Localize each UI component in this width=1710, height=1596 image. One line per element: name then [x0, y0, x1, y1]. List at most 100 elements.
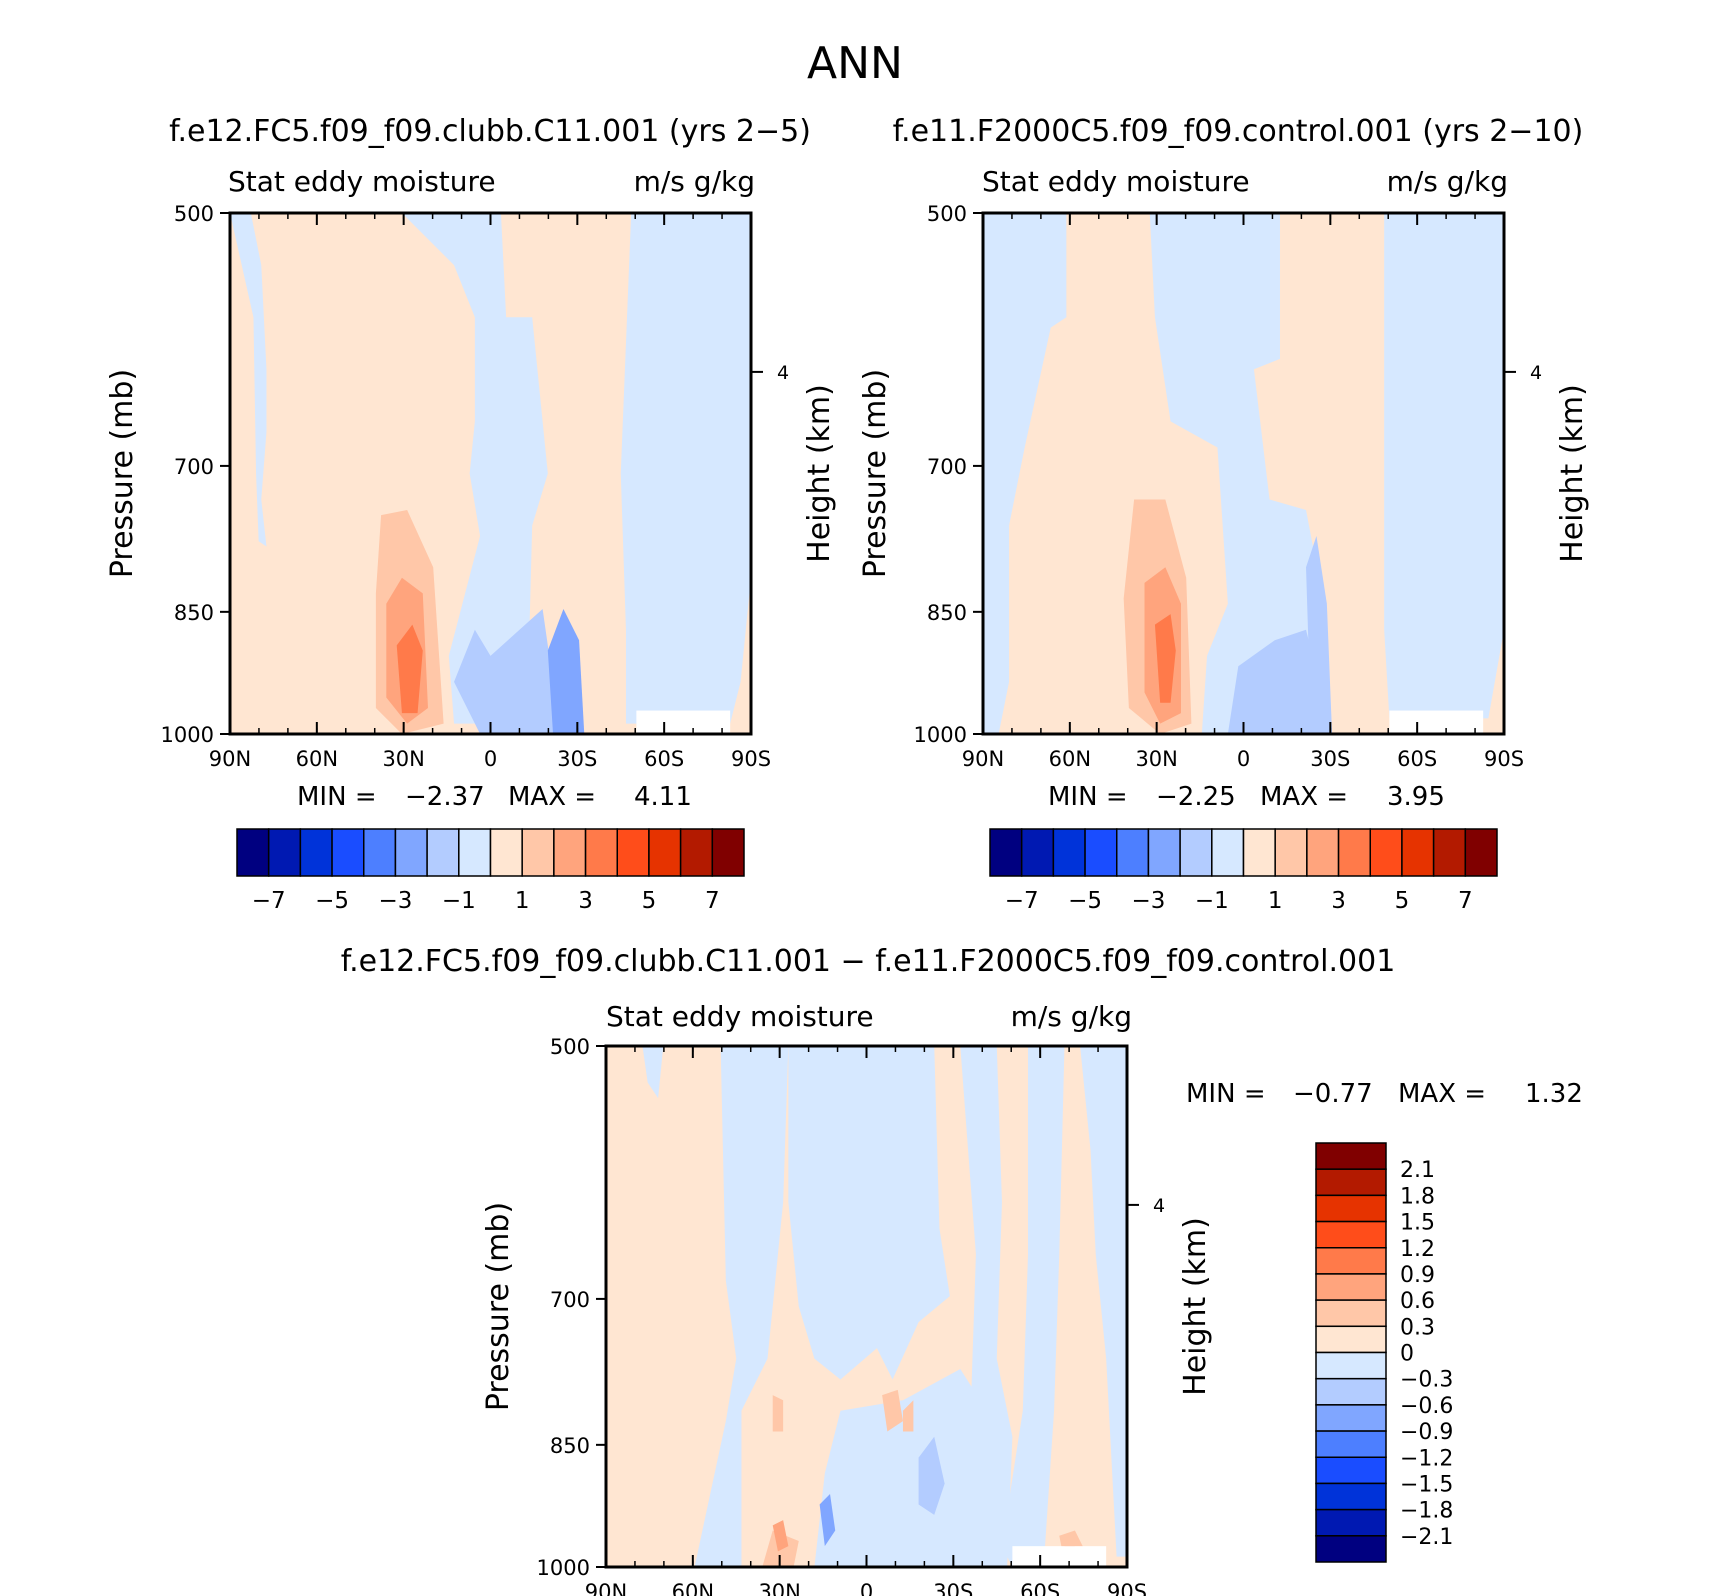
- colorbar-label: −3: [378, 888, 412, 914]
- contour-fill: [1384, 213, 1504, 719]
- colorbar-label: 2.1: [1400, 1158, 1435, 1183]
- colorbar-label: −1.2: [1400, 1446, 1453, 1471]
- x-tick-label: 30N: [382, 747, 424, 771]
- colorbar-label: −1.5: [1400, 1472, 1453, 1497]
- colorbar-label: −3: [1131, 888, 1165, 914]
- x-tick-label: 90S: [731, 747, 771, 771]
- colorbar-cell: [363, 828, 397, 877]
- panel-3-title: f.e12.FC5.f09_f09.clubb.C11.001 − f.e11.…: [341, 944, 1396, 979]
- y-tick-label: 1000: [914, 723, 967, 747]
- colorbar-cell: [1337, 828, 1371, 877]
- colorbar-label: −0.9: [1400, 1420, 1453, 1445]
- colorbar-label: 7: [1458, 888, 1473, 914]
- colorbar-cell: [989, 828, 1023, 877]
- colorbar-cell: [1432, 828, 1467, 877]
- x-tick-label: 30S: [557, 747, 597, 771]
- panel-1-title: f.e12.FC5.f09_f09.clubb.C11.001 (yrs 2−5…: [169, 114, 811, 149]
- panel-1-min-label: MIN =: [297, 782, 377, 812]
- y2-axis-title: Height (km): [1178, 1217, 1213, 1396]
- y2-tick-label: 4: [1530, 362, 1542, 384]
- colorbar-label: −1: [1195, 888, 1229, 914]
- panel-1-contours: [230, 213, 751, 734]
- colorbar-label: 1: [515, 888, 530, 914]
- colorbar-label: 0.3: [1400, 1315, 1435, 1340]
- x-tick-label: 0: [484, 747, 497, 771]
- colorbar-label: 1.5: [1400, 1211, 1435, 1236]
- colorbar-label: 5: [642, 888, 657, 914]
- colorbar-cell: [1315, 1220, 1387, 1249]
- colorbar-cell: [648, 828, 682, 877]
- colorbar-label: 5: [1395, 888, 1410, 914]
- contour-fill: [694, 1046, 789, 1567]
- panel-1-max-label: MAX =: [508, 782, 596, 812]
- colorbar-cell: [1211, 828, 1245, 877]
- contour-fill: [1154, 614, 1176, 703]
- panel-3-min-value: −0.77: [1293, 1079, 1373, 1109]
- contour-fill: [772, 1395, 784, 1432]
- colorbar-cell: [1242, 828, 1276, 877]
- colorbar-cell: [711, 828, 745, 877]
- y-tick-label: 500: [927, 202, 967, 226]
- panel-1-min-max: MIN = −2.37 MAX = 4.11: [297, 782, 692, 812]
- contour-fill: [960, 1046, 1013, 1567]
- colorbar-cell: [1315, 1168, 1387, 1197]
- panel-2-max-label: MAX =: [1260, 782, 1348, 812]
- colorbar-cell: [1401, 828, 1435, 877]
- colorbar-cell: [1315, 1508, 1387, 1537]
- colorbar-cell: [1116, 828, 1150, 877]
- colorbar-cell: [236, 828, 270, 877]
- panel-2-min-label: MIN =: [1048, 782, 1128, 812]
- y-tick-label: 500: [174, 202, 214, 226]
- panel-1-max-value: 4.11: [634, 782, 692, 812]
- colorbar-label: −2.1: [1400, 1525, 1453, 1550]
- colorbar-cell: [1315, 1482, 1387, 1511]
- panel-1-colorbar: −7 −5 −3 −1 1 3 5 7: [236, 828, 745, 914]
- colorbar-label: −1.8: [1400, 1499, 1453, 1524]
- y2-axis-title: Height (km): [1555, 384, 1590, 563]
- contour-fill: [568, 213, 751, 724]
- y-tick-label: 700: [550, 1288, 590, 1312]
- colorbar-label: 3: [1331, 888, 1346, 914]
- contour-fill: [230, 213, 267, 547]
- panel-3-max-label: MAX =: [1398, 1079, 1486, 1109]
- x-tick-label: 60S: [1020, 1580, 1060, 1596]
- x-tick-label: 60N: [672, 1580, 714, 1596]
- panel-2-units-label: m/s g/kg: [1387, 165, 1508, 198]
- colorbar-cell: [1274, 828, 1308, 877]
- colorbar-cell: [489, 828, 523, 877]
- colorbar-cell: [521, 828, 555, 877]
- colorbar-cell: [1315, 1194, 1387, 1223]
- y-tick-label: 500: [550, 1035, 590, 1059]
- y-tick-label: 850: [174, 601, 214, 625]
- colorbar-cell: [1315, 1142, 1387, 1170]
- panel-3-min-label: MIN =: [1186, 1079, 1266, 1109]
- x-tick-label: 90N: [209, 747, 251, 771]
- colorbar-cell: [1179, 828, 1213, 877]
- contour-fill: [983, 213, 1067, 734]
- colorbar-cell: [1020, 828, 1055, 877]
- panel-3-contours: [606, 1046, 1127, 1567]
- panel-1-variable-label: Stat eddy moisture: [228, 165, 496, 198]
- y2-tick-label: 4: [1153, 1195, 1165, 1217]
- colorbar-cell: [1315, 1404, 1387, 1432]
- colorbar-cell: [1315, 1456, 1387, 1485]
- colorbar-cell: [299, 828, 333, 877]
- panel-2-colorbar: −7 −5 −3 −1 1 3 5 7: [989, 828, 1498, 914]
- colorbar-cell: [1464, 828, 1498, 877]
- contour-fill: [814, 1369, 997, 1567]
- y2-tick-label: 4: [777, 362, 789, 384]
- colorbar-label: 3: [578, 888, 593, 914]
- contour-fill: [642, 1046, 664, 1099]
- x-tick-label: 90N: [962, 747, 1004, 771]
- colorbar-cell: [1147, 828, 1181, 877]
- panel-3-units-label: m/s g/kg: [1011, 1000, 1132, 1033]
- colorbar-cell: [1315, 1247, 1387, 1275]
- colorbar-label: −7: [252, 888, 286, 914]
- y-axis-title: Pressure (mb): [481, 1202, 516, 1411]
- y-tick-label: 850: [927, 601, 967, 625]
